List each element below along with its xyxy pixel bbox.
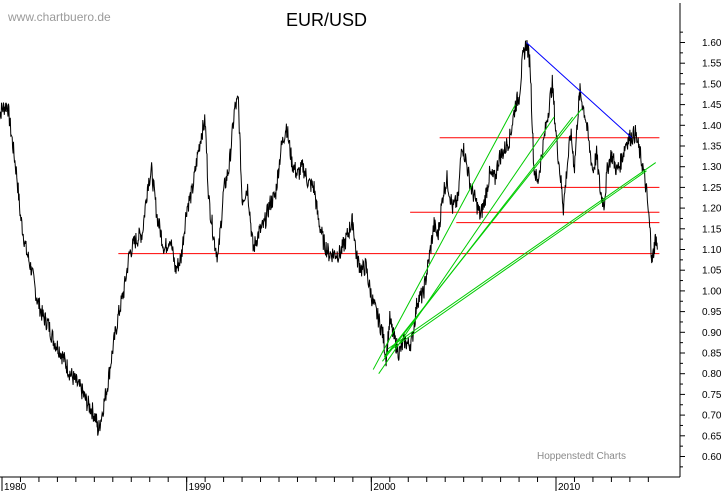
y-tick-label: 1.05 [702,266,722,277]
y-tick-label: 1.55 [702,59,722,70]
chart-title: EUR/USD [286,10,367,30]
y-tick-label: 0.80 [702,369,722,380]
y-tick-label: 0.75 [702,390,722,401]
y-tick-label: 0.60 [702,452,722,463]
x-tick-label: 2010 [558,482,581,492]
y-tick-label: 1.35 [702,142,722,153]
fan-trend-line [372,104,516,370]
y-tick-label: 0.90 [702,328,722,339]
y-tick-label: 1.25 [702,183,722,194]
y-tick-label: 1.10 [702,245,722,256]
downtrend-line [526,42,633,139]
y-tick-label: 1.45 [702,100,722,111]
y-tick-label: 1.60 [702,38,722,49]
y-tick-label: 1.00 [702,286,722,297]
x-tick-label: 1990 [189,482,212,492]
x-tick-label: 2000 [373,482,396,492]
y-tick-label: 0.85 [702,349,722,360]
y-tick-label: 1.40 [702,121,722,132]
y-tick-label: 1.20 [702,204,722,215]
x-tick-label: 1980 [4,482,27,492]
y-tick-label: 0.95 [702,307,722,318]
y-tick-label: 1.15 [702,224,722,235]
fan-trend-line [387,162,657,350]
y-tick-label: 0.65 [702,431,722,442]
watermark-text: www.chartbuero.de [7,10,111,24]
price-series-line [0,40,658,436]
y-tick-label: 1.50 [702,79,722,90]
fan-trend-line [383,108,583,358]
y-tick-label: 0.70 [702,411,722,422]
fan-trend-line [378,116,555,374]
fan-trend-line [385,170,647,354]
y-tick-label: 1.30 [702,162,722,173]
source-label: Hoppenstedt Charts [537,451,626,462]
